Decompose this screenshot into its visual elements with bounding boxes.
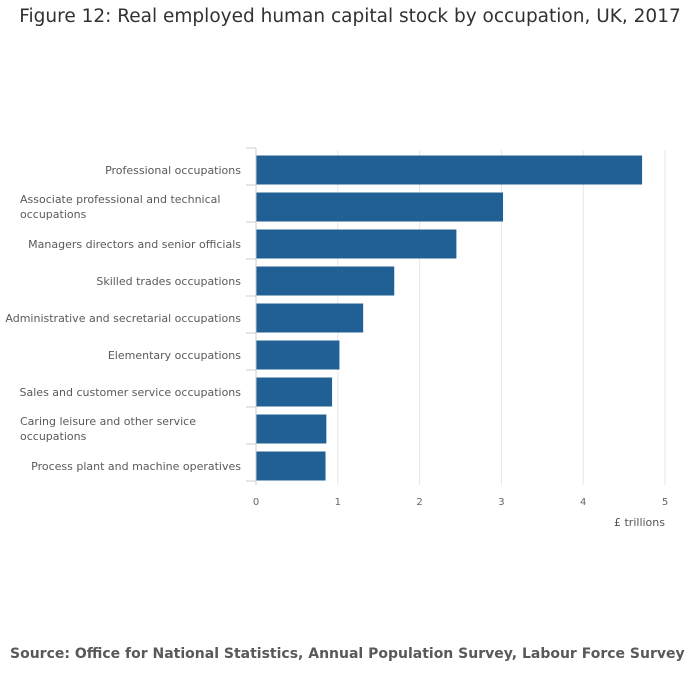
category-label: Caring leisure and other service occupati… xyxy=(20,415,196,443)
bar xyxy=(256,266,395,296)
x-tick-label: 1 xyxy=(335,497,341,508)
category-label: Administrative and secretarial occupatio… xyxy=(5,312,241,325)
x-tick-label: 3 xyxy=(498,497,504,508)
category-label: Skilled trades occupations xyxy=(96,275,241,288)
bar xyxy=(256,451,326,481)
category-label: Managers directors and senior officials xyxy=(28,238,241,251)
category-label: Sales and customer service occupations xyxy=(20,386,242,399)
x-tick-label: 4 xyxy=(580,497,586,508)
x-tick-label: 0 xyxy=(253,497,259,508)
category-label: Process plant and machine operatives xyxy=(31,460,241,473)
chart-title: Figure 12: Real employed human capital s… xyxy=(19,6,681,27)
x-tick-label: 2 xyxy=(416,497,422,508)
bar xyxy=(256,229,457,259)
category-label: Associate professional and technical occu… xyxy=(20,193,220,221)
category-label: Elementary occupations xyxy=(108,349,241,362)
x-axis-label: £ trillions xyxy=(614,516,665,529)
bar xyxy=(256,377,333,407)
x-tick-label: 5 xyxy=(662,497,668,508)
bar xyxy=(256,303,364,333)
category-label: Professional occupations xyxy=(105,164,241,177)
bar xyxy=(256,155,643,185)
bar xyxy=(256,414,327,444)
bar xyxy=(256,192,504,222)
bar xyxy=(256,340,340,370)
source-note: Source: Office for National Statistics, … xyxy=(10,646,685,662)
